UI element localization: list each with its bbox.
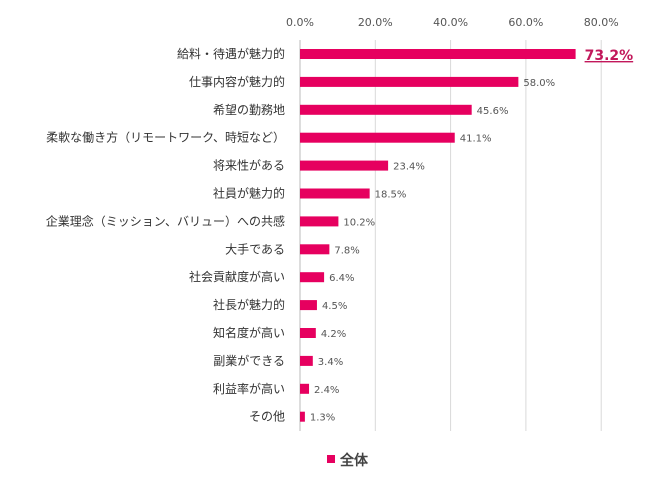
gridlines [299, 40, 602, 431]
value-label: 18.5% [375, 190, 407, 201]
legend-swatch [327, 455, 335, 463]
category-label: 仕事内容が魅力的 [189, 74, 285, 89]
bar [300, 411, 305, 422]
value-label: 1.3% [310, 413, 335, 424]
category-label: その他 [249, 410, 285, 424]
bar [300, 300, 317, 311]
bar [300, 76, 519, 87]
bar [300, 49, 576, 59]
value-label: 2.4% [314, 385, 339, 396]
bar [300, 355, 313, 366]
x-tick-label: 20.0% [358, 16, 393, 29]
value-labels: 73.2% 58.0% 45.6% 41.1% 23.4% 18.5% 10.2% 7.8% 6… [310, 48, 633, 424]
x-tick-label: 40.0% [433, 16, 468, 29]
bar [300, 132, 455, 143]
category-label: 副業ができる [213, 353, 285, 368]
value-label-highlight: 73.2% [585, 48, 634, 64]
value-label: 4.2% [321, 329, 346, 340]
legend: 全体 [327, 452, 369, 469]
value-label: 6.4% [329, 273, 354, 284]
category-label: 給料・待遇が魅力的 [177, 46, 285, 61]
x-tick-label: 0.0% [286, 16, 314, 29]
bar [300, 328, 316, 338]
bar [300, 188, 370, 199]
value-label: 10.2% [343, 217, 375, 228]
category-label: 柔軟な働き方（リモートワーク、時短など） [46, 130, 285, 145]
category-label: 企業理念（ミッション、バリュー）への共感 [46, 213, 285, 228]
bars [300, 49, 576, 422]
legend-label: 全体 [339, 452, 369, 469]
bar [300, 104, 472, 115]
value-label: 23.4% [393, 162, 425, 173]
value-label: 7.8% [334, 245, 359, 256]
category-label: 知名度が高い [213, 325, 285, 340]
category-label: 利益率が高い [213, 381, 285, 396]
bar [300, 216, 339, 227]
category-label: 社会貢献度が高い [189, 269, 285, 284]
bar [300, 244, 330, 255]
x-tick-label: 60.0% [508, 16, 543, 29]
bar [300, 272, 325, 283]
value-label: 3.4% [318, 357, 343, 368]
bar [300, 160, 389, 171]
category-label: 社員が魅力的 [213, 186, 285, 201]
value-label: 41.1% [460, 134, 492, 145]
x-axis-ticks: 0.0% 20.0% 40.0% 60.0% 80.0% [286, 16, 619, 29]
value-label: 45.6% [477, 106, 509, 117]
category-label: 大手である [225, 242, 285, 256]
x-tick-label: 80.0% [584, 16, 619, 29]
category-label: 将来性がある [213, 158, 285, 173]
category-label: 社長が魅力的 [213, 297, 285, 312]
category-labels: 給料・待遇が魅力的仕事内容が魅力的希望の勤務地柔軟な働き方（リモートワーク、時短… [46, 46, 285, 424]
value-label: 58.0% [523, 78, 555, 89]
value-label: 4.5% [322, 301, 347, 312]
category-label: 希望の勤務地 [213, 102, 285, 117]
bar [300, 383, 310, 394]
